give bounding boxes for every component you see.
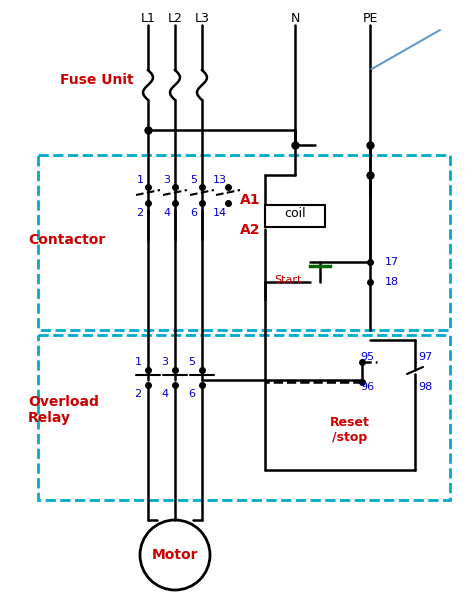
Text: PE: PE — [362, 12, 378, 24]
Text: 97: 97 — [418, 352, 432, 362]
Text: Overload
Relay: Overload Relay — [28, 395, 99, 425]
Text: 4: 4 — [164, 208, 171, 218]
Text: 3: 3 — [164, 175, 171, 185]
Text: 1: 1 — [137, 175, 144, 185]
Text: 6: 6 — [191, 208, 198, 218]
Text: 96: 96 — [360, 382, 374, 392]
Text: 98: 98 — [418, 382, 432, 392]
Text: Fuse Unit: Fuse Unit — [60, 73, 134, 87]
Text: A1: A1 — [239, 193, 260, 207]
Text: 18: 18 — [385, 277, 399, 287]
Text: Contactor: Contactor — [28, 233, 105, 247]
Text: 17: 17 — [385, 257, 399, 267]
Text: N: N — [290, 12, 300, 24]
Text: 13: 13 — [213, 175, 227, 185]
Text: L3: L3 — [194, 12, 210, 24]
Text: 2: 2 — [137, 208, 144, 218]
Text: Motor: Motor — [152, 548, 198, 562]
Text: 1: 1 — [135, 357, 142, 367]
Text: 14: 14 — [213, 208, 227, 218]
Text: 5: 5 — [189, 357, 195, 367]
Text: 6: 6 — [189, 389, 195, 399]
Text: 4: 4 — [162, 389, 169, 399]
Text: L1: L1 — [141, 12, 155, 24]
Text: A2: A2 — [239, 223, 260, 237]
Text: 95: 95 — [360, 352, 374, 362]
Text: coil: coil — [284, 206, 306, 220]
Text: Reset
/stop: Reset /stop — [330, 416, 370, 444]
Text: L2: L2 — [168, 12, 182, 24]
Text: 5: 5 — [191, 175, 198, 185]
Text: 2: 2 — [135, 389, 142, 399]
Text: 3: 3 — [162, 357, 168, 367]
Text: Start: Start — [274, 275, 302, 285]
FancyBboxPatch shape — [265, 205, 325, 227]
